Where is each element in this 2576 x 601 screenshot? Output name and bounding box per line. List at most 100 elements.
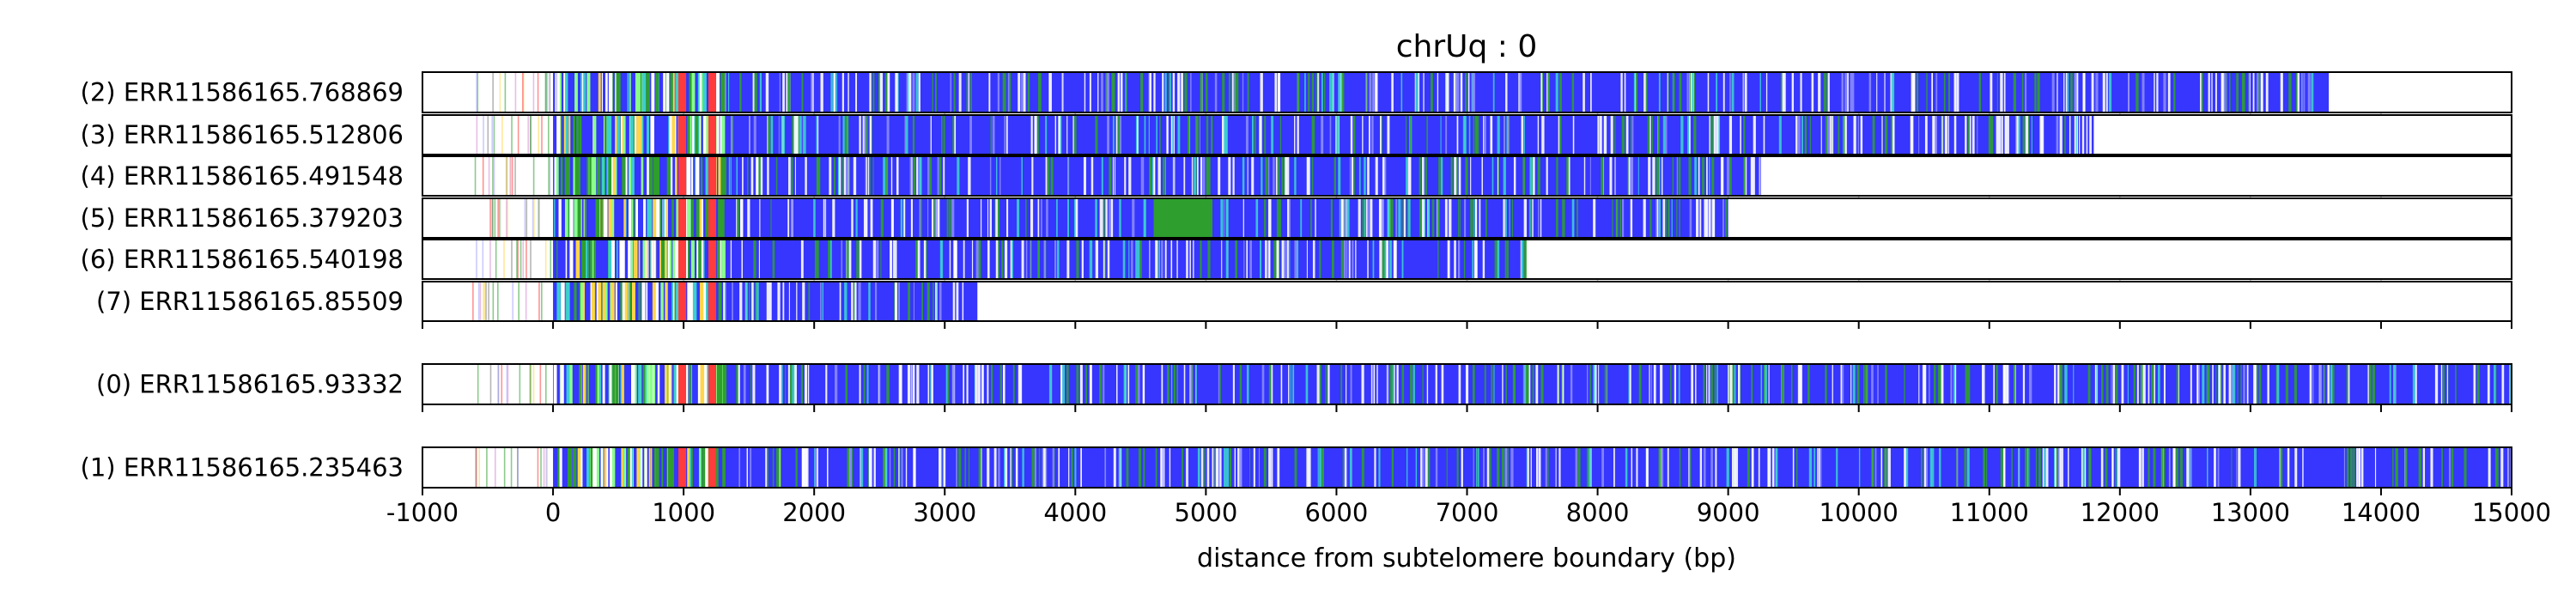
read-stripe bbox=[1922, 364, 1926, 404]
read-stripe bbox=[1056, 240, 1060, 279]
pre-boundary-mark bbox=[544, 72, 547, 112]
read-stripe bbox=[2267, 364, 2269, 404]
read-stripe bbox=[1080, 447, 1082, 488]
boundary-mark bbox=[638, 364, 641, 404]
read-stripe bbox=[1884, 115, 1888, 155]
read-stripe bbox=[1996, 364, 1998, 404]
boundary-mark bbox=[623, 115, 626, 155]
read-stripe bbox=[820, 72, 823, 112]
boundary-mark bbox=[608, 72, 613, 112]
read-stripe bbox=[1218, 156, 1221, 196]
read-stripe bbox=[1306, 240, 1308, 279]
read-stripe bbox=[2261, 72, 2263, 112]
read-stripe bbox=[1341, 72, 1345, 112]
read-stripe bbox=[856, 240, 860, 279]
pre-boundary-mark bbox=[476, 72, 477, 112]
read-stripe bbox=[1709, 156, 1710, 196]
read-stripe bbox=[1759, 72, 1761, 112]
read-stripe bbox=[1847, 72, 1849, 112]
read-stripe bbox=[915, 72, 919, 112]
read-stripe bbox=[1153, 72, 1156, 112]
read-stripe bbox=[1222, 72, 1225, 112]
boundary-mark bbox=[719, 364, 723, 404]
read-stripe bbox=[1206, 115, 1209, 155]
read-stripe bbox=[2211, 72, 2213, 112]
boundary-mark bbox=[558, 198, 562, 238]
read-stripe bbox=[1595, 364, 1597, 404]
read-stripe bbox=[1502, 447, 1505, 488]
read-stripe bbox=[1224, 447, 1226, 488]
read-stripe bbox=[2372, 364, 2375, 404]
boundary-mark bbox=[589, 240, 591, 279]
boundary-mark bbox=[656, 198, 660, 238]
read-stripe bbox=[1267, 198, 1271, 238]
read-stripe bbox=[947, 364, 950, 404]
read-bar bbox=[553, 447, 2512, 488]
boundary-mark bbox=[696, 198, 700, 238]
axes-layer: -1000 0 1000 2000 3000 4000 5000 6000 7000 8000 90… bbox=[386, 321, 2551, 527]
read-stripe bbox=[891, 198, 894, 238]
read-stripe bbox=[838, 156, 841, 196]
read-stripe bbox=[1947, 115, 1949, 155]
pre-boundary-mark bbox=[519, 240, 522, 279]
read-stripe bbox=[2082, 447, 2086, 488]
read-stripe bbox=[1456, 115, 1459, 155]
read-stripe bbox=[1243, 240, 1245, 279]
read-stripe bbox=[1465, 156, 1468, 196]
read-stripe bbox=[1025, 198, 1027, 238]
read-stripe bbox=[758, 240, 760, 279]
read-stripe bbox=[2002, 447, 2005, 488]
read-stripe bbox=[1340, 364, 1343, 404]
boundary-mark bbox=[622, 156, 626, 196]
read-stripe bbox=[1391, 198, 1394, 238]
read-stripe bbox=[1170, 364, 1173, 404]
read-stripe bbox=[943, 447, 945, 488]
read-stripe bbox=[1071, 447, 1073, 488]
read-stripe bbox=[1306, 447, 1309, 488]
read-stripe bbox=[2285, 364, 2288, 404]
read-stripe bbox=[792, 115, 795, 155]
read-stripe bbox=[1128, 156, 1132, 196]
read-stripe bbox=[898, 282, 900, 321]
boundary-mark bbox=[636, 115, 641, 155]
read-stripe bbox=[1473, 198, 1475, 238]
read-stripe bbox=[1358, 198, 1361, 238]
boundary-mark bbox=[591, 156, 594, 196]
read-stripe bbox=[1066, 364, 1069, 404]
read-stripe bbox=[2276, 364, 2280, 404]
read-stripe bbox=[950, 72, 952, 112]
read-stripe bbox=[1939, 447, 1941, 488]
read-stripe bbox=[1734, 364, 1736, 404]
read-stripe bbox=[1572, 115, 1575, 155]
pre-boundary-mark bbox=[506, 364, 508, 404]
read-stripe bbox=[1034, 447, 1036, 488]
boundary-mark bbox=[657, 364, 660, 404]
read-stripe bbox=[1281, 156, 1284, 196]
read-stripe bbox=[1456, 447, 1459, 488]
boundary-mark bbox=[610, 156, 614, 196]
read-stripe bbox=[1350, 115, 1353, 155]
boundary-mark bbox=[676, 198, 679, 238]
read-stripe bbox=[2293, 364, 2297, 404]
read-stripe bbox=[1852, 364, 1856, 404]
read-stripe bbox=[1112, 156, 1115, 196]
boundary-mark bbox=[617, 72, 619, 112]
read-stripe bbox=[1367, 240, 1369, 279]
read-stripe bbox=[1667, 447, 1669, 488]
read-stripe bbox=[778, 447, 781, 488]
read-label: (6) ERR11586165.540198 bbox=[81, 245, 404, 274]
read-stripe bbox=[1231, 72, 1235, 112]
pre-boundary-mark bbox=[488, 156, 490, 196]
read-stripe bbox=[860, 447, 864, 488]
read-stripe bbox=[1527, 447, 1529, 488]
read-stripe bbox=[1159, 115, 1161, 155]
pre-boundary-mark bbox=[519, 364, 521, 404]
read-stripe bbox=[799, 115, 802, 155]
read-stripe bbox=[1105, 198, 1108, 238]
read-stripe bbox=[781, 364, 783, 404]
boundary-mark bbox=[558, 282, 561, 321]
read-stripe bbox=[793, 364, 797, 404]
read-stripe bbox=[1459, 198, 1461, 238]
read-stripe bbox=[1752, 156, 1755, 196]
